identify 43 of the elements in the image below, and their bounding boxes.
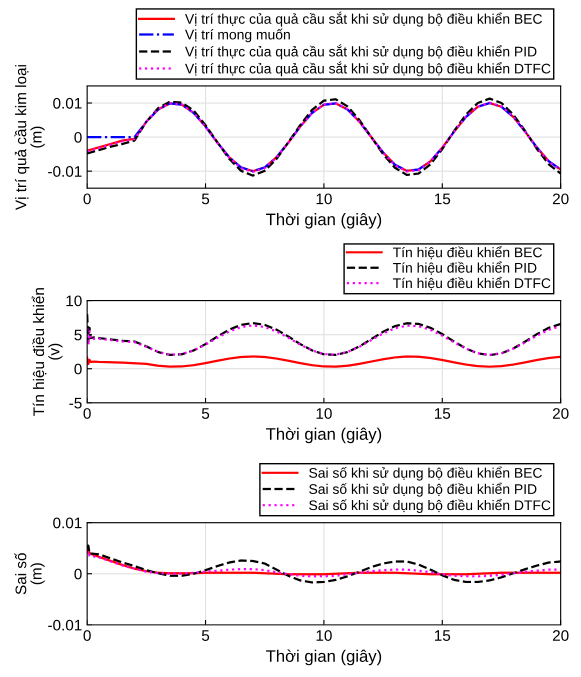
x-tick-label: 20 (552, 630, 569, 641)
y-tick-label: 5 (74, 330, 82, 340)
x-tick-label: 5 (202, 408, 210, 419)
y-tick-label: 0 (74, 568, 82, 580)
x-tick-label: 5 (202, 194, 210, 204)
y-tick-label: -0.01 (48, 166, 82, 177)
y-tick-label: 10 (66, 295, 82, 306)
y-axis-title: Sai số (m) (14, 552, 45, 594)
x-axis-title: Thời gian (giây) (266, 650, 382, 666)
x-axis-title: Thời gian (giây) (266, 212, 382, 229)
x-tick-label: 15 (434, 630, 450, 641)
y-tick-label: -0.01 (48, 620, 82, 631)
x-tick-label: 20 (552, 408, 569, 419)
x-tick-label: 0 (84, 193, 91, 204)
y-tick-label: 0 (74, 132, 82, 143)
legend-label: Vị trí mong muốn (185, 28, 290, 42)
x-tick-label: 15 (434, 194, 450, 204)
legend-label: Sai số khi sử dụng bộ điều khiển PID (309, 482, 536, 497)
y-tick-label: 0.01 (53, 518, 82, 528)
x-axis-title: Thời gian (giây) (266, 427, 382, 444)
x-tick-label: 10 (316, 630, 332, 641)
legend-label: Tín hiệu điều khiển PID (393, 261, 536, 275)
y-axis-title: Tín hiệu điều khiển (v) (32, 288, 63, 416)
y-axis-title: Vị trí quả cầu kim loại (m) (14, 65, 45, 210)
legend-label: Vị trí thực của quả cầu sắt khi sử dụng bộ điều khiển DTFC (185, 61, 550, 76)
line-series (87, 324, 561, 356)
legend-label: Tín hiệu điều khiển BEC (393, 246, 542, 260)
x-tick-label: 5 (202, 630, 210, 641)
x-tick-label: 0 (84, 408, 91, 419)
x-tick-label: 15 (434, 408, 450, 419)
x-tick-label: 10 (316, 193, 332, 204)
x-tick-label: 0 (84, 630, 91, 641)
legend-label: Tín hiệu điều khiển DTFC (393, 276, 550, 290)
x-tick-label: 10 (316, 408, 332, 419)
legend-label: Sai số khi sử dụng bộ điều khiển BEC (309, 466, 542, 481)
y-tick-label: -5 (69, 398, 82, 408)
y-tick-label: 0.01 (53, 98, 82, 109)
line-series (87, 355, 561, 368)
legend-label: Vị trí thực của quả cầu sắt khi sử dụng bộ điều khiển BEC (185, 12, 542, 27)
legend-label: Vị trí thực của quả cầu sắt khi sử dụng bộ điều khiển PID (185, 44, 536, 60)
x-tick-label: 20 (552, 193, 569, 204)
legend-label: Sai số khi sử dụng bộ điều khiển DTFC (309, 498, 550, 513)
y-tick-label: 0 (74, 364, 82, 374)
